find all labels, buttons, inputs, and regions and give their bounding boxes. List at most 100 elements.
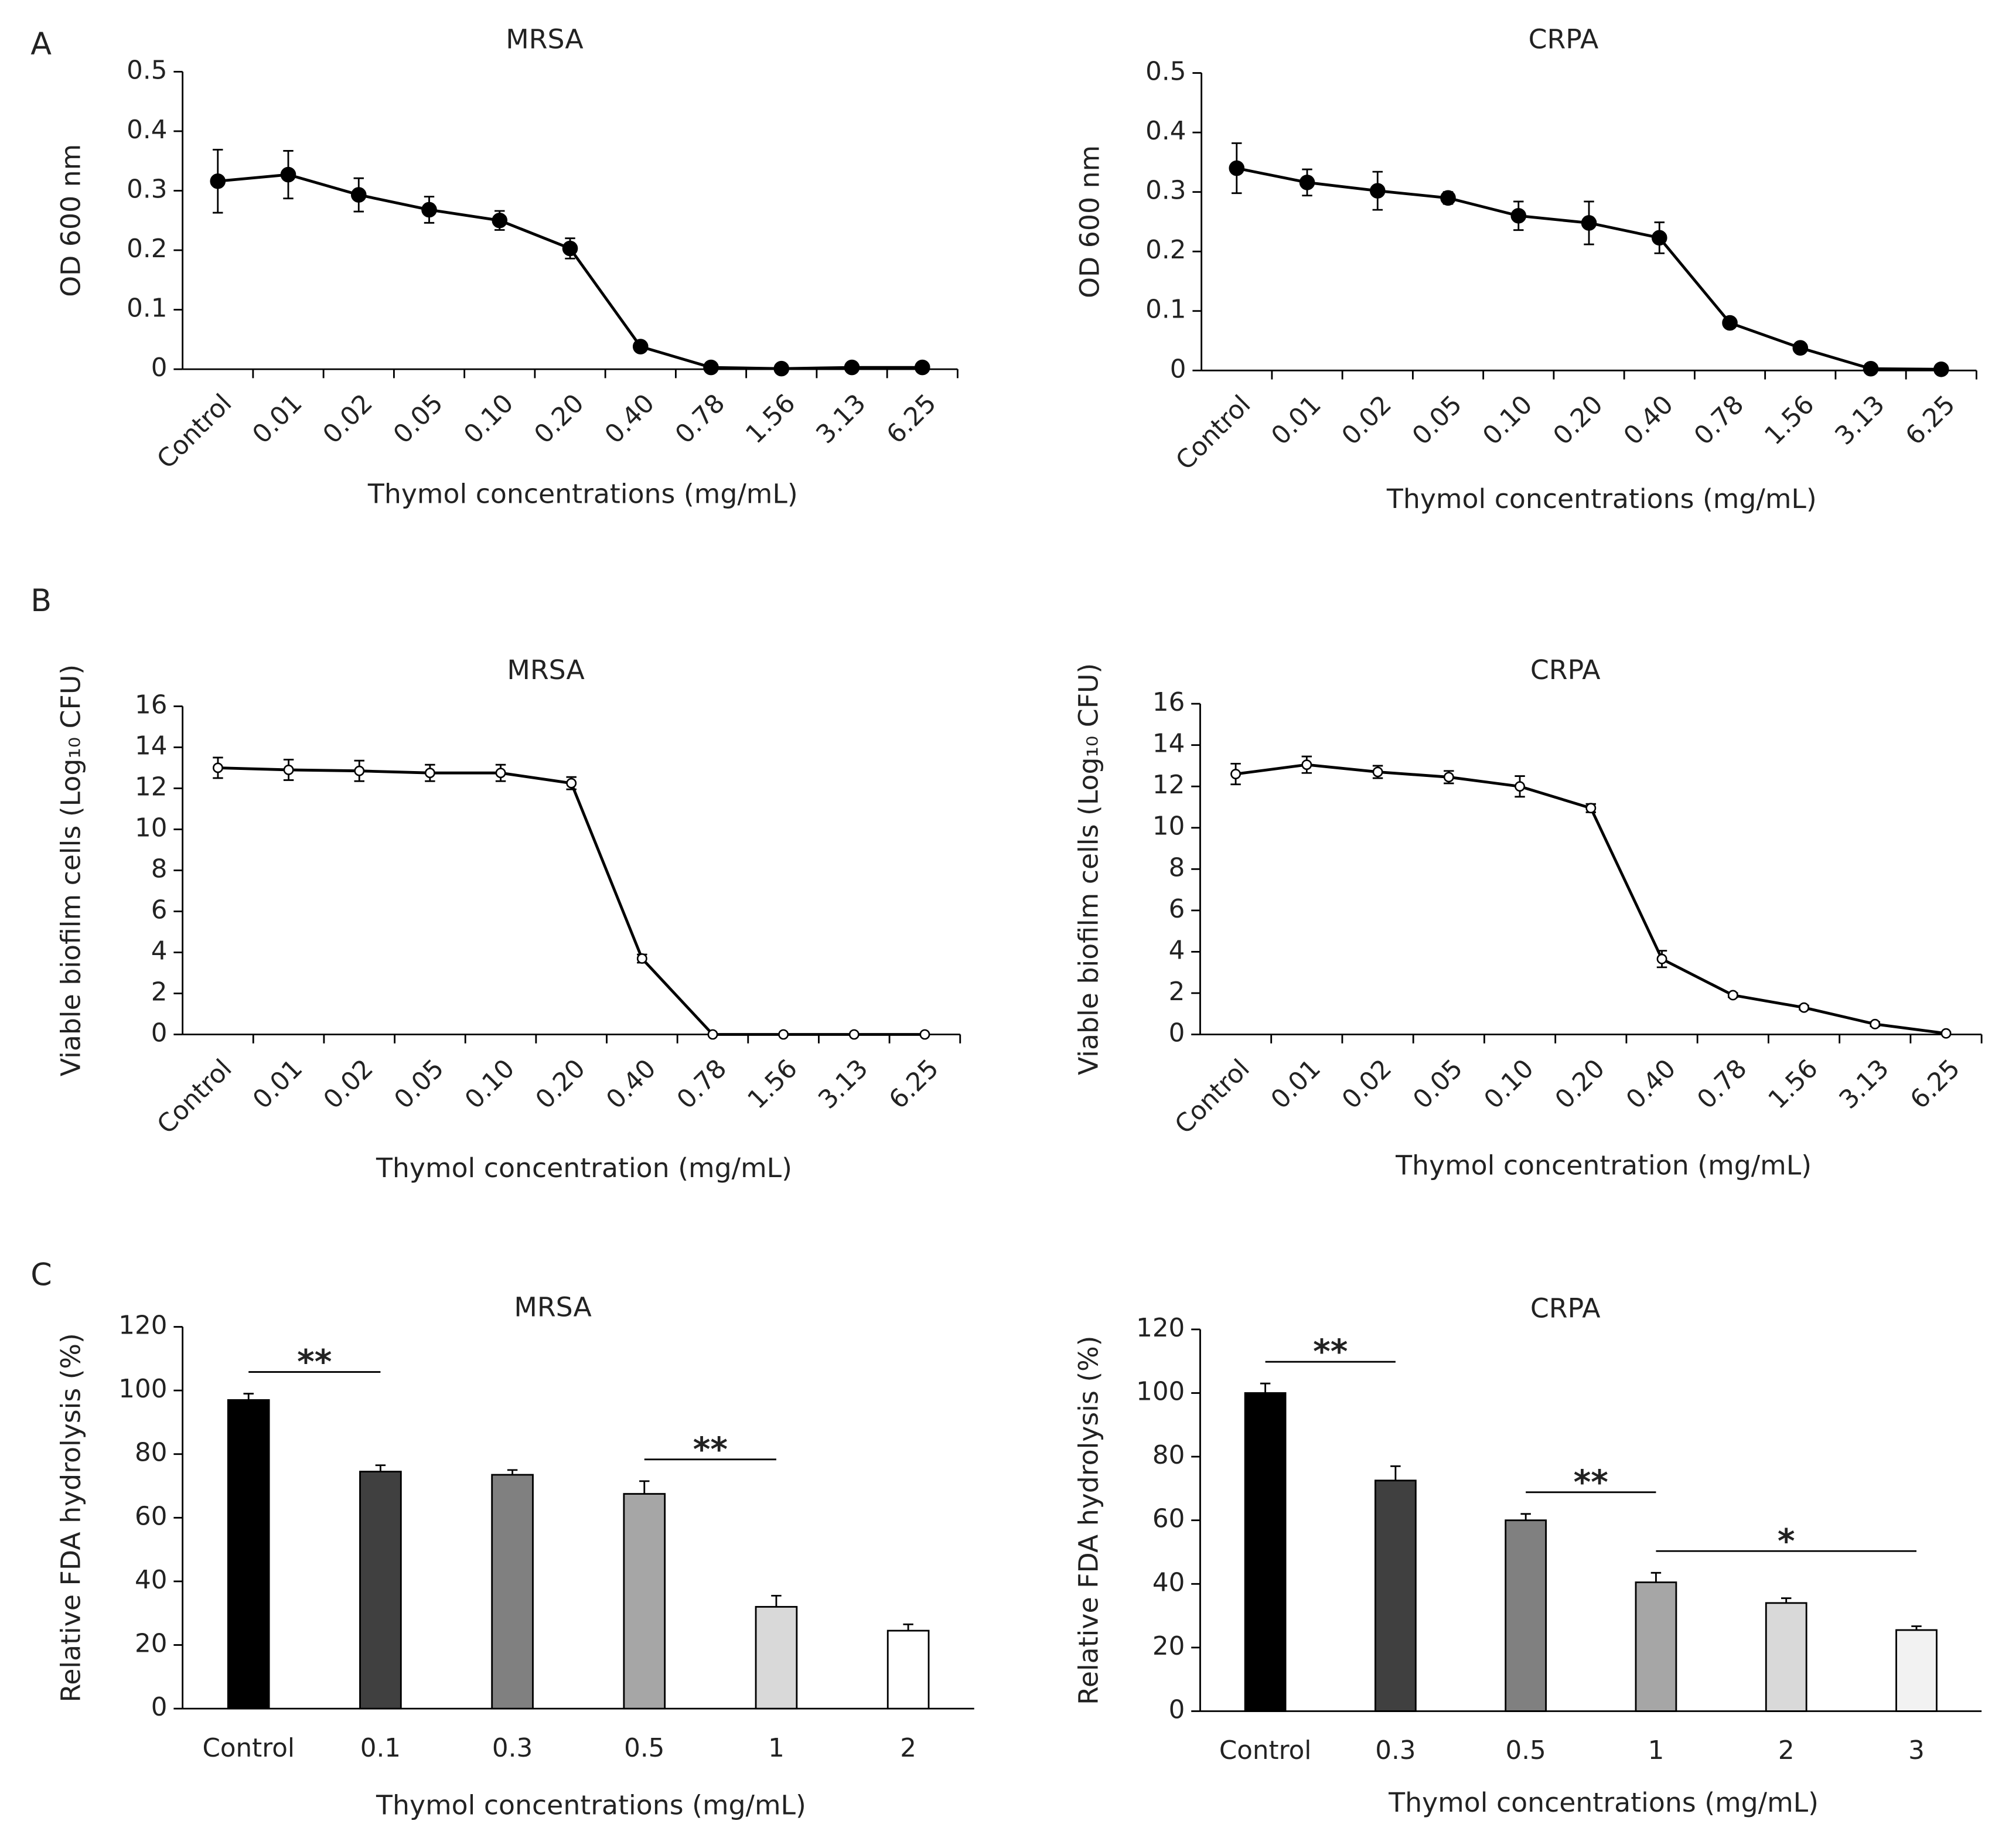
x-tick-label: 0.02 — [318, 1054, 379, 1115]
x-axis-label: Thymol concentrations (mg/mL) — [1386, 483, 1817, 514]
marker — [1792, 340, 1809, 356]
y-tick-label: 2 — [1169, 977, 1185, 1007]
y-axis-label: Relative FDA hydrolysis (%) — [56, 1333, 87, 1702]
y-tick-label: 8 — [151, 854, 168, 884]
y-tick-label: 0.5 — [127, 56, 167, 85]
x-tick-label: 0.10 — [458, 388, 519, 449]
marker — [1940, 1028, 1952, 1039]
marker — [495, 768, 506, 779]
y-axis-label: Viable biofilm cells (Log₁₀ CFU) — [1073, 663, 1104, 1075]
y-axis-label: Viable biofilm cells (Log₁₀ CFU) — [56, 664, 87, 1076]
significance-label: * — [1778, 1522, 1795, 1561]
x-tick-label: 3.13 — [1830, 390, 1891, 451]
bar — [886, 1629, 930, 1710]
x-tick-label: 0.20 — [1548, 390, 1609, 451]
y-tick-label: 100 — [1136, 1377, 1185, 1406]
y-tick-label: 16 — [1152, 688, 1185, 717]
marker — [1301, 759, 1312, 770]
marker — [354, 765, 365, 776]
marker — [919, 1029, 930, 1040]
chart-title: CRPA — [1529, 24, 1599, 55]
x-tick-label: 0.05 — [1408, 1054, 1469, 1115]
marker — [1440, 190, 1456, 206]
y-tick-label: 0.4 — [127, 115, 167, 145]
x-tick-label: 0.78 — [670, 388, 731, 449]
marker — [778, 1029, 789, 1040]
y-tick-label: 60 — [135, 1502, 167, 1531]
bar — [755, 1605, 798, 1710]
x-axis-label: Thymol concentrations (mg/mL) — [1388, 1787, 1819, 1818]
y-tick-label: 0.1 — [127, 294, 167, 323]
marker — [1581, 215, 1597, 231]
marker — [283, 765, 294, 775]
marker — [562, 240, 578, 257]
y-tick-label: 0 — [1170, 354, 1186, 384]
bar — [1244, 1392, 1287, 1712]
significance-label: ** — [297, 1343, 332, 1382]
x-tick-label: 0.01 — [247, 1054, 308, 1115]
y-tick-label: 80 — [1152, 1441, 1185, 1470]
marker — [1656, 953, 1667, 964]
x-tick-label: 6.25 — [1905, 1054, 1966, 1115]
y-tick-label: 20 — [135, 1629, 167, 1659]
x-axis-label: Thymol concentration (mg/mL) — [1395, 1150, 1812, 1181]
marker — [636, 953, 647, 964]
y-tick-label: 20 — [1152, 1632, 1185, 1661]
marker — [848, 1029, 860, 1040]
x-tick-label: Control — [1219, 1736, 1312, 1765]
marker — [1870, 1018, 1881, 1029]
error-bar — [1260, 1382, 1271, 1393]
marker — [1443, 772, 1454, 783]
x-tick-label: 0.78 — [1692, 1054, 1753, 1115]
x-tick-label: 0.40 — [601, 1054, 662, 1115]
y-tick-label: 6 — [1169, 895, 1185, 924]
x-tick-label: 0.20 — [529, 388, 590, 449]
y-tick-label: 14 — [1152, 729, 1185, 759]
marker — [213, 762, 223, 773]
x-tick-label: 1 — [768, 1734, 785, 1763]
y-tick-label: 0 — [1169, 1695, 1185, 1724]
y-tick-label: 60 — [1152, 1505, 1185, 1534]
x-axis-label: Thymol concentrations (mg/mL) — [376, 1789, 806, 1820]
x-tick-label: 3.13 — [813, 1054, 874, 1115]
x-tick-label: 3.13 — [1834, 1054, 1895, 1115]
bar — [1765, 1602, 1807, 1712]
x-axis-label: Thymol concentrations (mg/mL) — [367, 478, 798, 509]
y-tick-label: 0.3 — [1145, 176, 1186, 206]
bar — [1505, 1519, 1547, 1712]
chart-title: MRSA — [514, 1292, 591, 1323]
data-line — [217, 173, 923, 370]
error-bar — [1390, 1465, 1401, 1481]
panel-label: C — [30, 1257, 52, 1293]
marker — [914, 359, 930, 376]
y-tick-label: 6 — [151, 895, 168, 925]
x-tick-label: 1 — [1648, 1736, 1665, 1765]
x-tick-label: 0.02 — [1336, 390, 1397, 451]
y-tick-label: 0 — [151, 1693, 168, 1722]
marker — [1651, 230, 1667, 246]
x-tick-label: 0.05 — [1407, 390, 1468, 451]
marker — [1863, 360, 1879, 377]
x-tick-label: 0.5 — [624, 1734, 664, 1763]
x-tick-label: 0.20 — [1550, 1054, 1611, 1115]
y-tick-label: 40 — [1152, 1568, 1185, 1597]
x-tick-label: 1.56 — [741, 388, 802, 449]
bar — [1375, 1479, 1417, 1712]
y-tick-label: 0 — [151, 353, 168, 383]
x-tick-label: 3 — [1908, 1736, 1925, 1765]
y-tick-label: 120 — [118, 1311, 167, 1341]
y-tick-label: 2 — [151, 977, 168, 1007]
x-tick-label: 2 — [1778, 1736, 1795, 1765]
significance-label: ** — [1574, 1463, 1608, 1502]
y-tick-label: 8 — [1169, 853, 1185, 882]
x-tick-label: Control — [152, 1054, 238, 1140]
y-tick-label: 4 — [151, 936, 168, 966]
marker — [350, 187, 367, 203]
x-tick-label: 0.40 — [599, 388, 660, 449]
x-tick-label: 0.10 — [1479, 1054, 1540, 1115]
y-tick-label: 0.1 — [1145, 295, 1186, 325]
marker — [1369, 183, 1386, 199]
x-tick-label: 6.25 — [881, 388, 942, 449]
x-tick-label: 0.01 — [1266, 390, 1327, 451]
